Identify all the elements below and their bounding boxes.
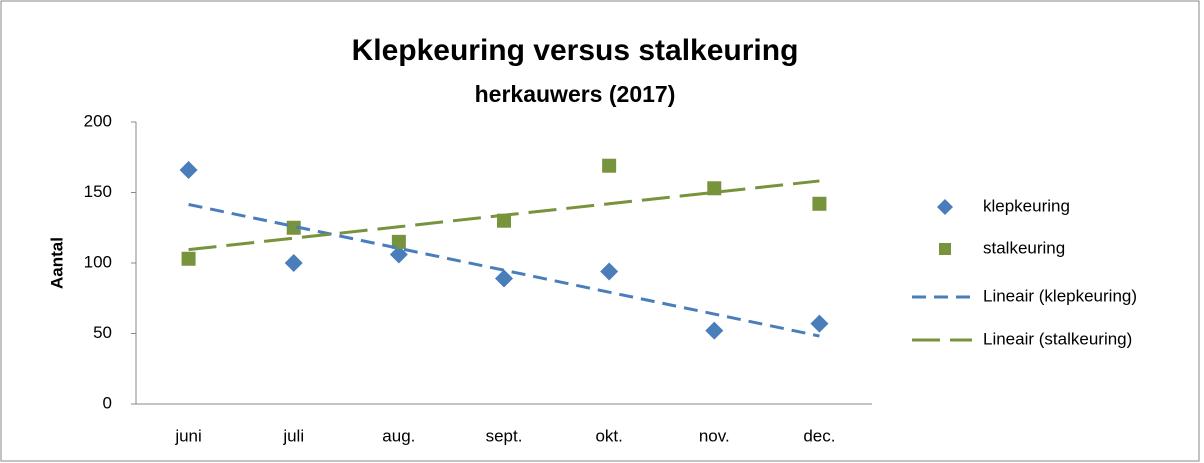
- point: [810, 314, 829, 333]
- point: [391, 234, 406, 249]
- point: [286, 220, 301, 235]
- point: [181, 251, 196, 266]
- chart-subtitle: herkauwers (2017): [475, 81, 676, 107]
- x-tick-label: sept.: [486, 426, 523, 445]
- x-tick-label: juni: [174, 426, 201, 445]
- y-tick-label: 200: [84, 111, 112, 130]
- trend-line: [188, 179, 820, 252]
- legend-label: Lineair (stalkeuring): [983, 329, 1132, 348]
- x-tick-label: aug.: [382, 426, 415, 445]
- point: [497, 213, 511, 228]
- legend-swatch: [939, 243, 951, 255]
- point: [602, 158, 617, 173]
- point: [389, 245, 408, 264]
- point: [179, 160, 198, 179]
- legend-swatch: [937, 199, 953, 215]
- x-tick-label: dec.: [803, 426, 835, 445]
- chart-title: Klepkeuring versus stalkeuring: [352, 34, 799, 67]
- point: [705, 321, 724, 340]
- x-tick-label: juli: [282, 426, 304, 445]
- legend-label: stalkeuring: [983, 238, 1065, 257]
- legend-label: Lineair (klepkeuring): [983, 286, 1137, 305]
- trend-line: [188, 203, 820, 338]
- legend-label: klepkeuring: [983, 196, 1070, 215]
- point: [812, 196, 827, 211]
- point: [495, 269, 513, 288]
- y-tick-label: 0: [103, 393, 112, 412]
- y-tick-label: 50: [93, 323, 112, 342]
- y-tick-label: 150: [84, 182, 112, 201]
- x-tick-label: nov.: [699, 426, 730, 445]
- y-tick-label: 100: [84, 252, 112, 271]
- point: [600, 262, 619, 281]
- point: [284, 254, 303, 272]
- y-axis-label: Aantal: [47, 237, 66, 289]
- x-tick-label: okt.: [595, 426, 622, 445]
